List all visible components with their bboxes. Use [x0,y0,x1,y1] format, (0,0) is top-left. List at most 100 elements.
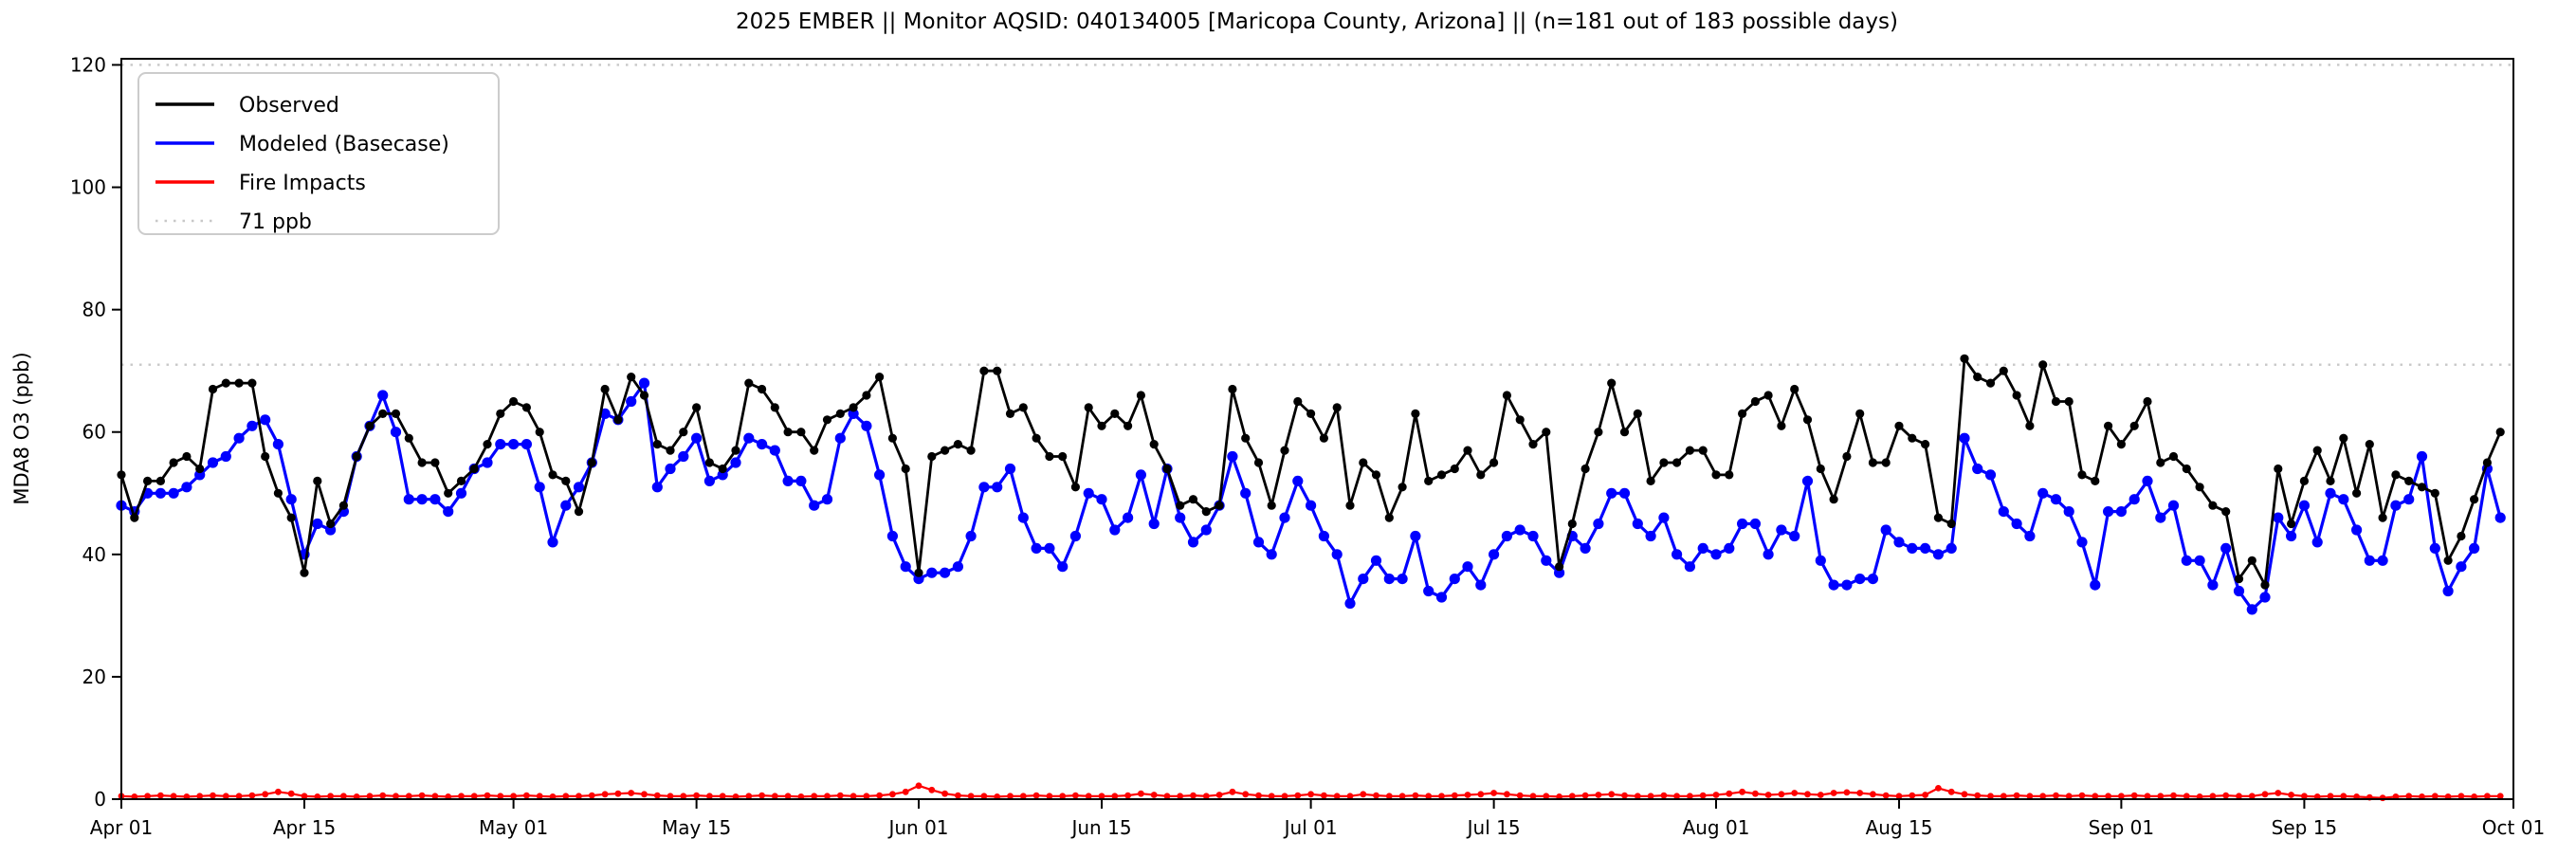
data-point [2128,494,2140,505]
data-point [1200,524,1212,536]
data-point [1973,373,1982,382]
data-point [876,792,883,799]
data-point [1778,791,1785,798]
data-point [691,432,703,444]
data-point [1201,507,1211,517]
data-point [1961,791,1968,798]
data-point [2037,487,2049,499]
data-point [1855,409,1865,418]
data-point [745,793,753,800]
data-point [313,476,322,485]
data-point [1634,793,1641,800]
data-point [1346,793,1354,800]
data-point [1438,793,1445,800]
data-point [2351,524,2363,536]
data-point [993,366,1002,375]
data-point [1358,574,1369,585]
data-point [2273,512,2284,523]
data-point [979,366,989,375]
data-point [2457,531,2466,541]
data-point [1645,530,1656,542]
data-point [2221,507,2231,517]
data-point [651,482,663,493]
data-point [2378,513,2387,522]
data-point [1383,574,1395,585]
data-point [2183,793,2190,800]
data-point [1370,555,1382,566]
data-point [1515,415,1525,425]
data-point [2234,574,2244,584]
y-tick-label: 60 [82,421,106,444]
data-point [679,428,688,437]
data-point [1895,793,1903,800]
data-point [1739,788,1745,795]
data-point [1920,542,1931,555]
data-point [2167,500,2180,511]
data-point [157,792,164,799]
data-point [497,793,504,800]
data-point [2403,494,2415,505]
data-point [287,790,295,797]
data-point [2288,792,2295,798]
data-point [1908,433,1917,443]
data-point [927,451,937,462]
data-point [848,408,859,419]
data-point [771,793,778,800]
data-point [1004,463,1016,475]
data-point [2261,791,2269,798]
data-point [222,793,229,800]
data-point [1360,791,1367,798]
data-point [2157,793,2165,800]
data-point [1018,403,1028,412]
data-point [144,793,152,800]
data-point [2484,793,2491,800]
data-point [628,790,635,796]
data-point [2496,793,2504,800]
data-point [1646,476,1655,485]
data-point [170,793,177,800]
data-point [325,524,337,536]
data-point [416,494,428,505]
data-point [2051,396,2061,407]
data-point [1909,792,1916,799]
data-point [1477,791,1485,798]
data-point [2404,476,2414,485]
data-point [1868,458,1877,467]
data-point [1306,409,1316,418]
data-point [2326,476,2335,485]
data-point [444,488,453,498]
data-point [1098,793,1105,800]
data-point [743,432,755,444]
data-point [2390,500,2402,511]
data-point [2207,579,2219,591]
data-point [1490,790,1497,796]
data-point [824,793,831,800]
data-point [1476,470,1486,480]
data-point [275,788,282,795]
data-point [340,793,347,800]
data-point [1697,542,1708,555]
data-point [130,513,139,522]
data-point [1412,792,1419,799]
data-point [978,482,990,493]
data-point [365,421,375,430]
plot-area [121,59,2513,799]
data-point [861,420,872,431]
data-point [1084,403,1093,412]
data-point [2274,464,2283,474]
data-point [2365,440,2374,449]
data-point [1763,391,1773,400]
data-point [1242,791,1250,798]
data-point [1162,464,1172,474]
data-point [757,439,768,450]
data-point [1424,476,1434,485]
data-point [718,464,727,474]
data-point [2170,792,2177,799]
data-point [875,373,885,382]
data-point [1279,512,1290,523]
data-point [2431,793,2439,800]
data-point [1489,458,1499,467]
data-point [1240,487,1251,499]
data-point [782,475,794,486]
data-point [667,793,674,800]
